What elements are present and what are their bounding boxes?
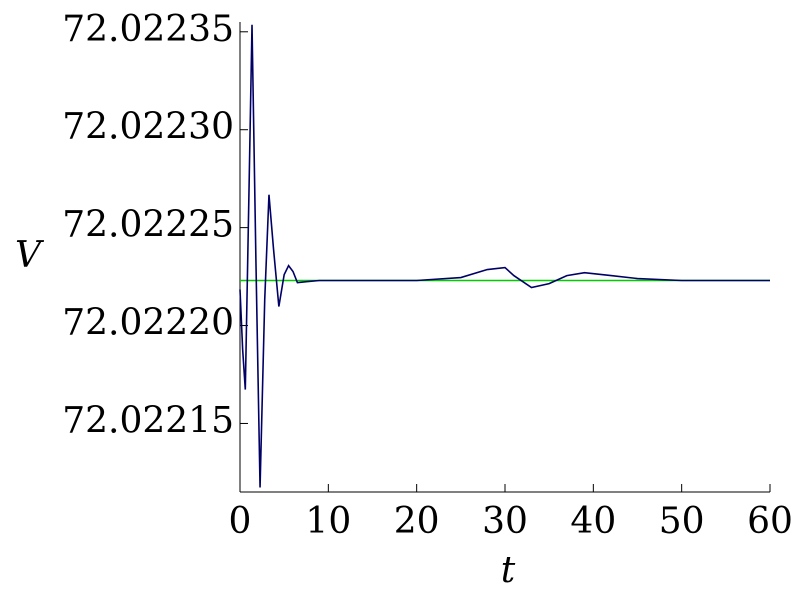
y-tick-label: 72.02230	[62, 107, 234, 148]
data-line	[239, 24, 770, 488]
x-tick-label: 0	[229, 501, 252, 542]
y-axis-label: V	[15, 235, 45, 276]
x-tick-label: 20	[394, 501, 440, 542]
y-tick-label: 72.02225	[62, 205, 234, 246]
x-tick-label: 30	[482, 501, 528, 542]
x-tick-label: 50	[659, 501, 705, 542]
y-tick-label: 72.02235	[62, 9, 234, 50]
x-tick-label: 40	[570, 501, 616, 542]
y-tick-label: 72.02215	[62, 400, 234, 441]
x-axis-label: t	[501, 550, 516, 591]
x-tick-label: 60	[747, 501, 793, 542]
y-tick-label: 72.02220	[62, 303, 234, 344]
x-tick-label: 10	[305, 501, 351, 542]
